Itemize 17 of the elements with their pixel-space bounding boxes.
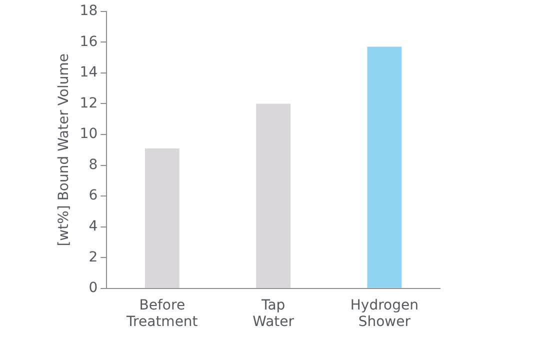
y-tick-label: 10 [80, 126, 98, 142]
y-tick-label: 18 [80, 3, 98, 20]
y-tick-label: 14 [80, 64, 98, 81]
y-tick-label: 0 [88, 280, 98, 296]
y-tick-label: 2 [88, 249, 98, 266]
bar [144, 148, 180, 288]
y-tick-label: 8 [88, 156, 98, 173]
y-tick-label: 16 [80, 34, 98, 50]
y-tick-label: 4 [88, 218, 98, 234]
x-tick-label: Hydrogen Shower [350, 297, 418, 330]
bar [367, 46, 402, 288]
y-tick-label: 12 [80, 95, 98, 112]
x-tick-label: Before Treatment [126, 297, 198, 330]
y-tick-label: 6 [88, 188, 98, 204]
y-axis-title: [wt%] Bound Water Volume [56, 54, 72, 246]
x-tick-label: Tap Water [252, 297, 294, 330]
bar [256, 104, 291, 288]
